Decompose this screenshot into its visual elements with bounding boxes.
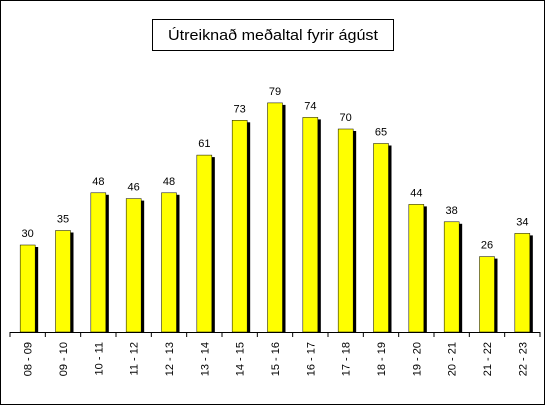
bar (231, 120, 248, 333)
x-tick-label: 13 - 14 (199, 342, 211, 376)
bar (408, 204, 425, 333)
data-label: 70 (340, 112, 352, 124)
data-label: 48 (92, 176, 104, 188)
x-tick-label: 19 - 20 (411, 342, 423, 376)
title-box (152, 19, 394, 51)
data-label: 30 (22, 228, 34, 240)
bar (443, 221, 460, 333)
bar (196, 154, 213, 333)
data-label: 34 (516, 216, 528, 228)
x-tick-label: 21 - 22 (482, 342, 494, 376)
data-label: 61 (198, 138, 210, 150)
bar (161, 192, 177, 333)
data-label: 46 (128, 182, 140, 194)
data-label: 26 (481, 240, 493, 252)
chart-title: Útreiknað meðaltal fyrir ágúst (168, 27, 379, 44)
bar (19, 244, 36, 333)
bar (373, 143, 389, 333)
x-tick-label: 17 - 18 (341, 342, 353, 376)
bar (267, 102, 283, 333)
data-label: 74 (304, 100, 316, 112)
x-tick-label: 14 - 15 (235, 342, 247, 376)
x-tick-label: 11 - 12 (129, 342, 141, 375)
x-tick-label: 18 - 19 (376, 342, 388, 376)
x-tick-label: 20 - 21 (447, 342, 459, 376)
bar (479, 256, 495, 333)
data-label: 79 (269, 86, 281, 98)
x-tick-label: 22 - 23 (517, 342, 529, 376)
x-tick-label: 15 - 16 (270, 342, 282, 376)
data-label: 65 (375, 127, 387, 139)
data-label: 44 (410, 187, 422, 199)
bar (337, 128, 354, 333)
bar (514, 233, 531, 333)
data-label: 35 (57, 214, 69, 226)
x-tick-label: 16 - 17 (305, 342, 317, 376)
x-tick-label: 08 - 09 (23, 342, 35, 376)
bar (55, 230, 71, 333)
data-label: 73 (234, 103, 246, 115)
x-tick-label: 09 - 10 (58, 342, 70, 376)
data-label: 38 (446, 205, 458, 217)
bar (125, 198, 142, 333)
bar (90, 192, 107, 333)
x-tick-label: 10 - 11 (93, 342, 105, 375)
bar (302, 117, 319, 333)
data-label: 48 (163, 176, 175, 188)
x-tick-label: 12 - 13 (164, 342, 176, 376)
